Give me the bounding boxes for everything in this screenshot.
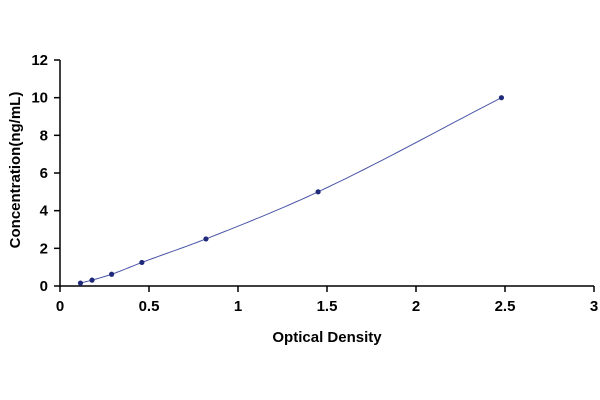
data-point-4 bbox=[203, 236, 209, 242]
data-point-6 bbox=[498, 95, 505, 101]
x-axis-title: Optical Density bbox=[272, 329, 382, 346]
tick-labels: 0 0.5 1 1.5 2 2.5 3 0 2 4 6 8 10 12 bbox=[31, 52, 598, 315]
y-tick-label-6: 12 bbox=[31, 52, 48, 69]
data-point-3 bbox=[139, 259, 145, 266]
y-tick-label-5: 10 bbox=[31, 90, 48, 107]
data-point-5 bbox=[315, 189, 321, 195]
data-point-1 bbox=[89, 277, 95, 283]
data-point-0 bbox=[77, 280, 84, 286]
data-point-2 bbox=[109, 271, 115, 277]
data-points bbox=[77, 95, 505, 286]
x-tick-label-4: 2 bbox=[412, 298, 420, 315]
y-axis-title: Concentration(ng/mL) bbox=[7, 92, 24, 249]
x-tick-label-5: 2.5 bbox=[495, 298, 516, 315]
x-tick-label-3: 1.5 bbox=[317, 298, 338, 315]
x-tick-label-2: 1 bbox=[234, 298, 242, 315]
x-tick-label-6: 3 bbox=[590, 298, 598, 315]
fit-curve-line bbox=[80, 97, 502, 284]
y-tick-label-4: 8 bbox=[40, 127, 48, 144]
y-tick-label-1: 2 bbox=[40, 240, 48, 257]
x-tick-label-1: 0.5 bbox=[139, 298, 160, 315]
axes bbox=[59, 60, 594, 287]
y-tick-label-2: 4 bbox=[40, 203, 49, 220]
y-tick-label-3: 6 bbox=[40, 165, 48, 182]
y-tick-label-0: 0 bbox=[40, 278, 48, 295]
x-tick-label-0: 0 bbox=[56, 298, 64, 315]
axis-ticks bbox=[54, 59, 595, 292]
